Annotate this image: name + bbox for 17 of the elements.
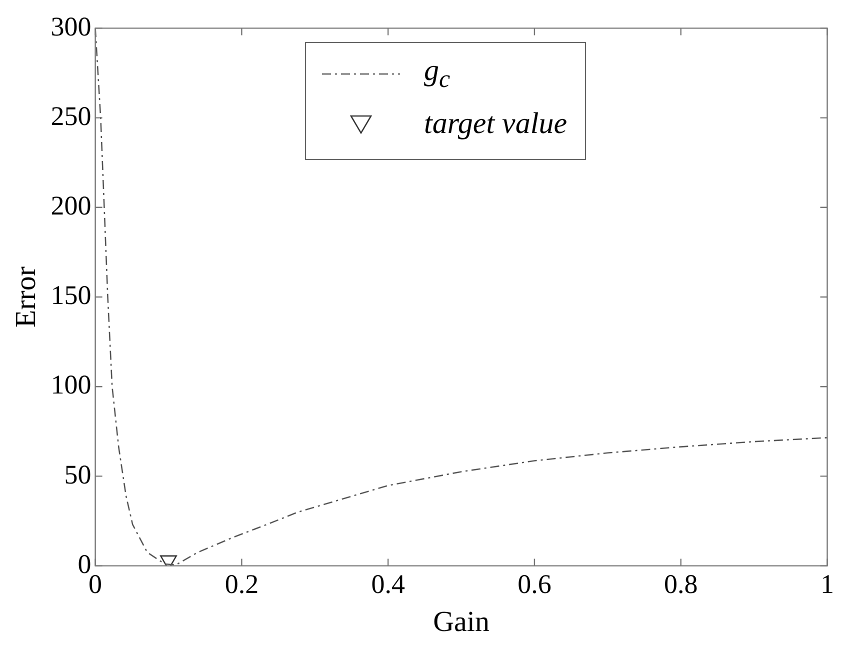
x-tick-label: 0.8 bbox=[664, 569, 698, 600]
y-tick-label: 0 bbox=[78, 548, 92, 579]
x-axis-title: Gain bbox=[433, 606, 490, 638]
x-tick-label: 0.2 bbox=[224, 569, 259, 600]
legend-label: target value bbox=[424, 107, 568, 141]
y-tick-label: 100 bbox=[50, 370, 92, 400]
x-tick-label: 0.4 bbox=[371, 569, 406, 600]
y-tick-label: 50 bbox=[64, 459, 92, 490]
y-tick-label: 200 bbox=[50, 190, 92, 220]
x-tick-label: 0.6 bbox=[518, 569, 552, 600]
y-tick-label: 300 bbox=[50, 11, 92, 42]
y-axis-title: Error bbox=[10, 266, 42, 328]
y-tick-label: 250 bbox=[50, 100, 92, 131]
x-tick-label: 1 bbox=[820, 569, 834, 600]
legend-label: g$_{c}$ bbox=[424, 54, 450, 94]
line-series bbox=[95, 28, 828, 566]
y-tick-label: 150 bbox=[50, 280, 92, 310]
